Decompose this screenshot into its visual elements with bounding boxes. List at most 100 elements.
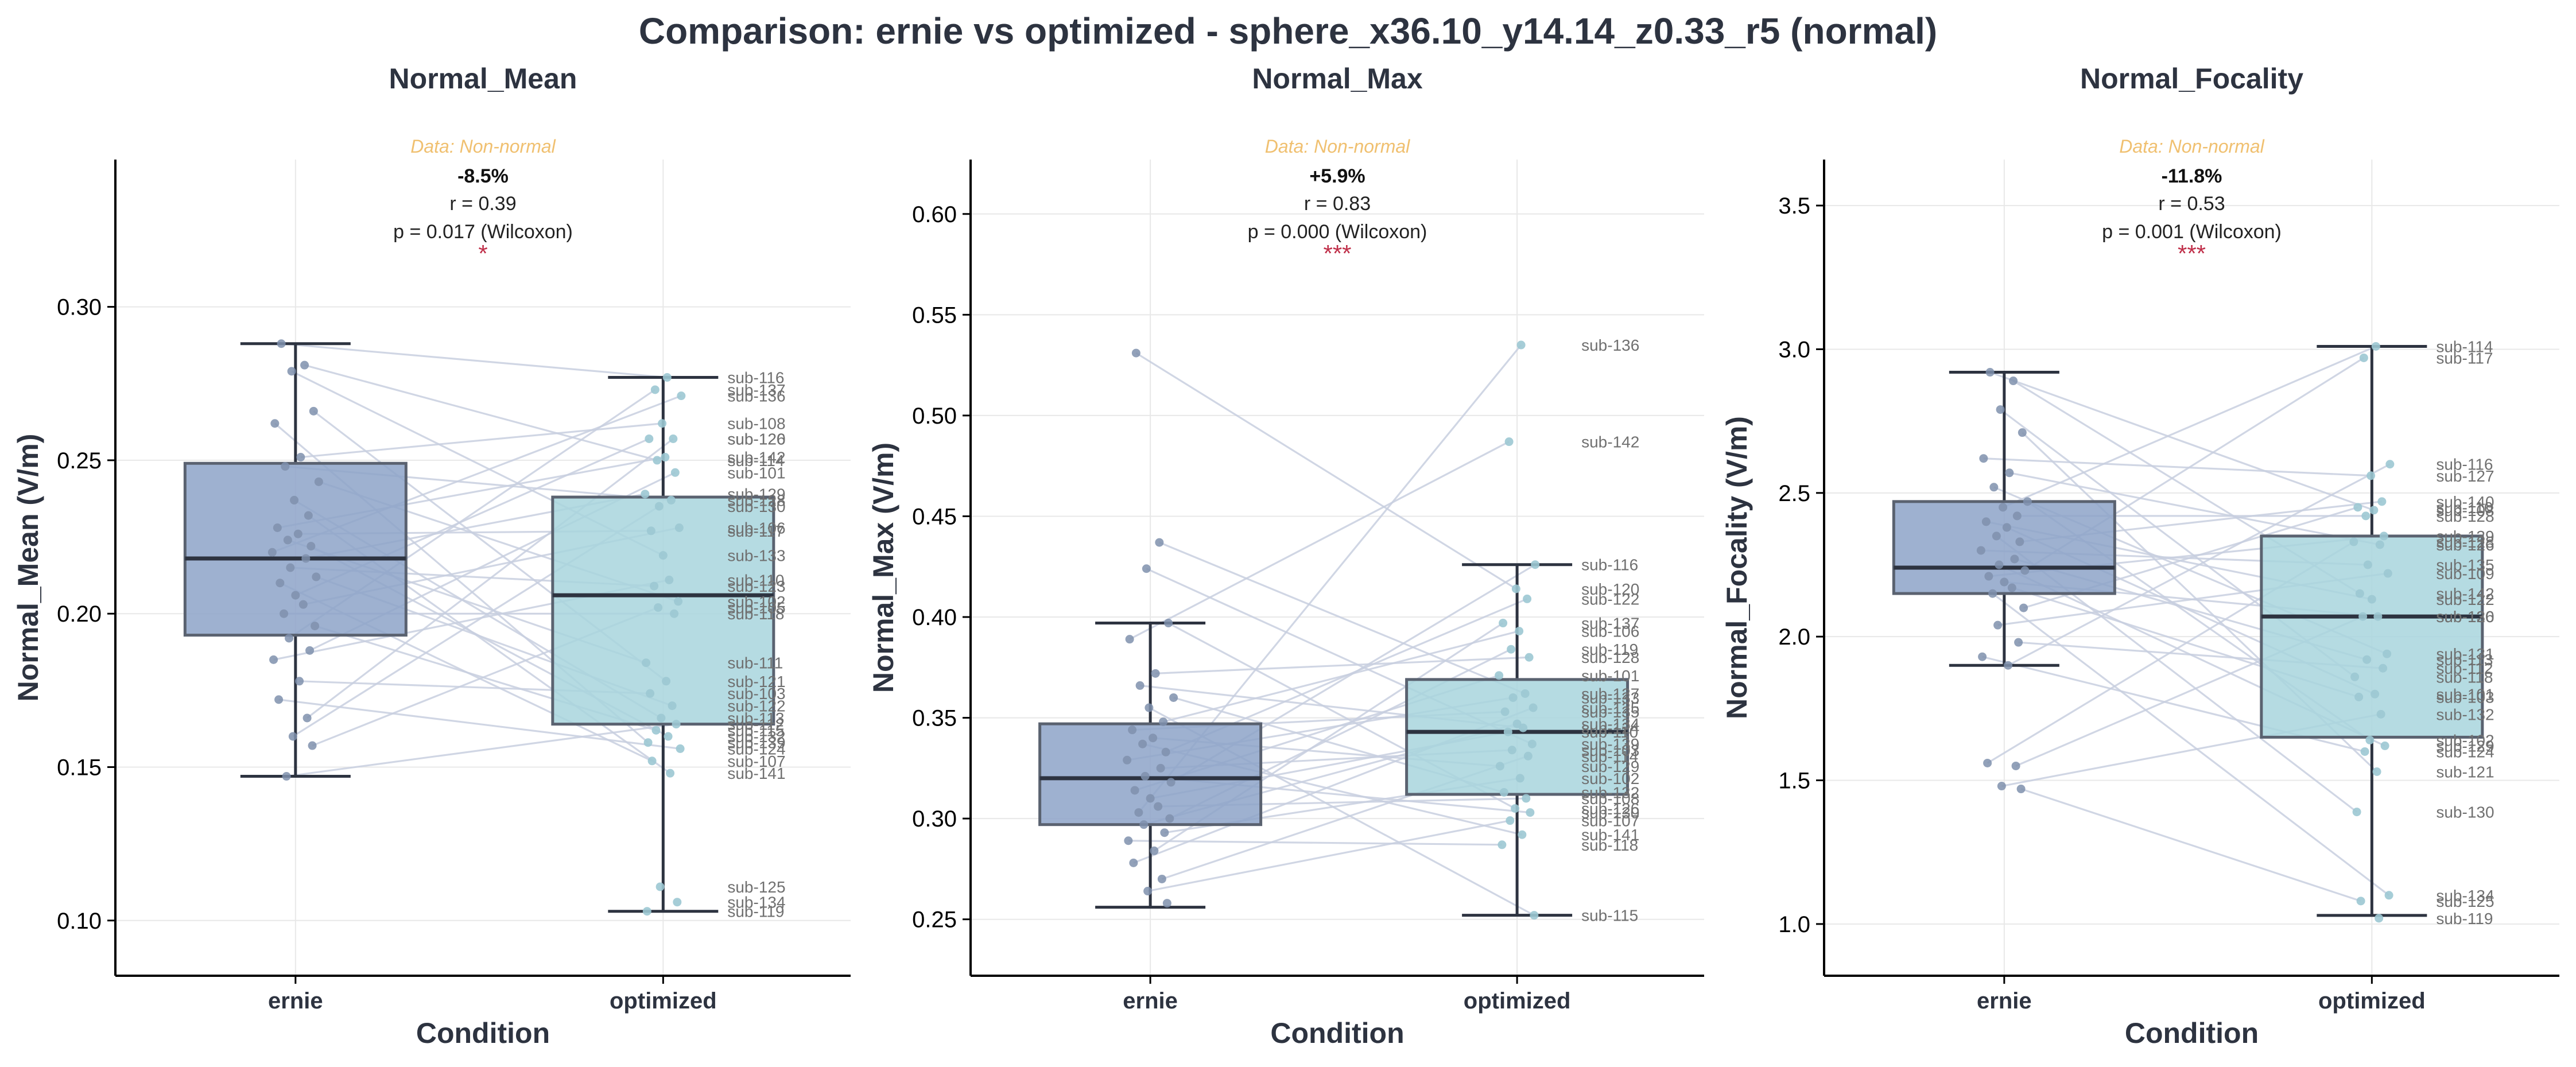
optimized-point: [2383, 569, 2392, 578]
optimized-point: [2371, 689, 2380, 699]
optimized-point: [2375, 914, 2384, 923]
ernie-point: [2012, 511, 2022, 521]
p-value: p = 0.017 (Wilcoxon): [393, 221, 573, 243]
ernie-point: [1999, 503, 2008, 512]
optimized-point: [670, 609, 679, 618]
optimized-point: [2350, 672, 2360, 681]
subject-label: sub-112: [727, 716, 784, 734]
optimized-point: [2384, 891, 2393, 900]
ernie-point: [1992, 531, 2001, 541]
optimized-point: [642, 907, 651, 916]
optimized-point: [1499, 619, 1508, 628]
optimized-point: [1495, 671, 1504, 680]
y-tick-label: 2.0: [1778, 624, 1810, 650]
ernie-point: [281, 462, 290, 471]
significance-stars: ***: [2178, 240, 2206, 267]
ernie-point: [309, 406, 318, 416]
ernie-point: [1161, 747, 1170, 756]
ernie-point: [1157, 874, 1166, 883]
optimized-point: [2360, 747, 2369, 756]
optimized-point: [1515, 774, 1524, 783]
y-tick-label: 0.10: [57, 909, 102, 934]
pair-line: [1163, 630, 1520, 723]
pair-line: [286, 723, 677, 778]
optimized-point: [2361, 511, 2371, 521]
panel-normal-max: Normal_Max Condition Normal_Max (V/m) 0.25 0…: [867, 63, 1704, 1049]
ernie-point: [1162, 899, 1171, 908]
p-value: p = 0.000 (Wilcoxon): [1248, 221, 1427, 243]
subject-label: sub-117: [2436, 349, 2493, 367]
subject-label: sub-108: [727, 415, 785, 433]
subject-label: sub-102: [2436, 731, 2494, 749]
optimized-point: [1508, 693, 1518, 702]
optimized-point: [1515, 627, 1524, 636]
optimized-point: [1507, 746, 1516, 755]
ernie-point: [1154, 802, 1163, 811]
subject-label: sub-118: [727, 605, 784, 623]
pair-line: [2007, 463, 2391, 666]
ernie-point: [1124, 836, 1133, 845]
normality-note: Data: Non-normal: [410, 136, 556, 157]
y-tick-label: 0.60: [912, 202, 957, 227]
subject-label: sub-135: [1581, 703, 1639, 721]
subject-label: sub-103: [1581, 742, 1639, 759]
subject-label: sub-116: [2436, 456, 2493, 474]
y-tick-label: 0.30: [912, 806, 957, 832]
x-tick-label-optimized: optimized: [1464, 988, 1571, 1014]
ernie-point: [2015, 537, 2024, 546]
y-tick-label: 3.0: [1778, 337, 1810, 362]
ernie-point: [1135, 681, 1145, 690]
y-tick-label: 0.40: [912, 605, 957, 630]
subject-label: sub-130: [2436, 804, 2494, 821]
optimized-point: [662, 677, 671, 686]
ernie-point: [2018, 428, 2027, 437]
y-tick-label: 1.5: [1778, 769, 1810, 794]
optimized-point: [669, 434, 678, 443]
subject-label: sub-132: [1581, 783, 1639, 801]
optimized-point: [2379, 531, 2388, 541]
optimized-point: [658, 551, 668, 560]
subject-label: sub-122: [727, 697, 785, 715]
subject-label: sub-142: [727, 449, 785, 467]
ernie-point: [300, 360, 309, 370]
ernie-point: [1981, 517, 1991, 526]
subject-label: sub-125: [2436, 893, 2494, 910]
optimized-point: [2363, 560, 2372, 569]
subject-label: sub-130: [727, 498, 785, 515]
subject-label: sub-114: [727, 452, 784, 470]
optimized-point: [2371, 342, 2380, 351]
optimized-point: [650, 581, 659, 591]
ernie-point: [307, 542, 316, 551]
y-tick-label: 0.15: [57, 755, 102, 780]
optimized-point: [674, 597, 683, 606]
ernie-point: [2000, 577, 2009, 587]
subject-label: sub-118: [1581, 836, 1638, 854]
optimized-point: [1512, 719, 1522, 728]
x-tick-label-optimized: optimized: [610, 988, 717, 1014]
ernie-point: [1149, 734, 1158, 743]
subject-label: sub-120: [1581, 580, 1639, 598]
ernie-point: [295, 677, 304, 686]
ernie-point: [286, 563, 295, 572]
ernie-point: [1164, 619, 1173, 628]
ernie-point: [1169, 693, 1178, 702]
optimized-point: [666, 495, 676, 505]
box-ernie: [183, 461, 408, 637]
subject-label: sub-102: [1581, 770, 1639, 787]
y-tick-label: 0.20: [57, 602, 102, 627]
ernie-point: [1131, 348, 1140, 358]
y-tick-label: 0.45: [912, 504, 957, 529]
pair-line: [2020, 788, 2361, 902]
subject-label: sub-117: [727, 522, 784, 540]
ernie-point: [267, 548, 277, 557]
optimized-point: [1522, 794, 1531, 803]
optimized-point: [643, 738, 653, 747]
significance-stars: ***: [1323, 240, 1351, 267]
ernie-point: [1995, 560, 2004, 569]
optimized-point: [1511, 804, 1520, 813]
ernie-point: [305, 646, 315, 655]
ernie-point: [287, 367, 296, 376]
subject-label: sub-108: [1581, 790, 1639, 808]
optimized-point: [1526, 808, 1535, 817]
ernie-point: [2007, 583, 2016, 592]
